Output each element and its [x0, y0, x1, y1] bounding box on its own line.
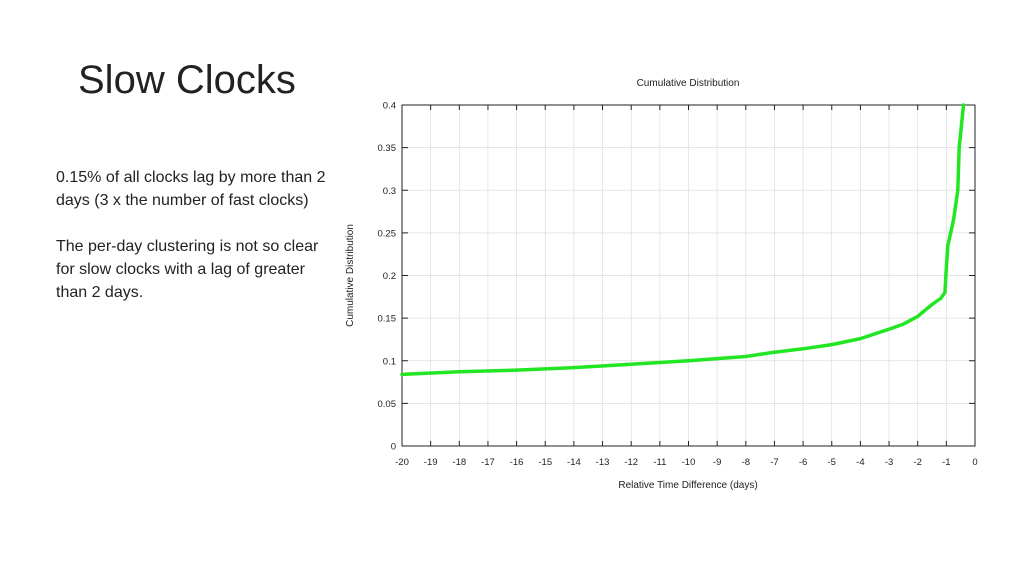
x-tick-label: -6	[799, 457, 807, 468]
x-tick-label: -10	[682, 457, 696, 468]
chart-title: Cumulative Distribution	[637, 78, 740, 89]
x-tick-label: -1	[942, 457, 950, 468]
x-tick-label: -9	[713, 457, 721, 468]
x-tick-label: -2	[913, 457, 921, 468]
x-tick-label: 0	[972, 457, 977, 468]
x-tick-label: -8	[742, 457, 750, 468]
x-tick-label: -17	[481, 457, 495, 468]
paragraph-lag: 0.15% of all clocks lag by more than 2 d…	[56, 169, 326, 209]
x-tick-label: -16	[510, 457, 524, 468]
x-tick-label: -12	[624, 457, 638, 468]
paragraph-clustering: The per-day clustering is not so clear f…	[56, 238, 319, 301]
y-tick-label: 0.4	[383, 101, 396, 112]
y-tick-label: 0	[391, 442, 396, 453]
series-line	[400, 103, 966, 377]
cumulative-distribution-chart: Cumulative Distribution -20 -19 -18 -17 -16-…	[345, 78, 978, 491]
y-axis-label: Cumulative Distribution	[345, 224, 356, 327]
y-tick-label: 0.35	[378, 143, 397, 154]
axis-ticks	[401, 104, 976, 447]
y-tick-label: 0.05	[378, 399, 397, 410]
y-tick-labels: 0 0.05 0.1 0.15 0.2 0.25 0.3 0.35 0.4	[378, 101, 397, 453]
slide-title: Slow Clocks	[78, 58, 296, 102]
x-tick-label: -3	[885, 457, 893, 468]
x-tick-label: -14	[567, 457, 581, 468]
x-tick-label: -19	[424, 457, 438, 468]
y-tick-label: 0.2	[383, 271, 396, 282]
x-tick-label: -20	[395, 457, 409, 468]
x-tick-labels: -20 -19 -18 -17 -16 -15 -14 -13 -12 -11 -10 -9 -8 -7-…	[395, 457, 978, 468]
x-tick-label: -7	[770, 457, 778, 468]
x-tick-label: -15	[538, 457, 552, 468]
y-tick-label: 0.3	[383, 186, 396, 197]
x-tick-label: -13	[596, 457, 610, 468]
x-axis-label: Relative Time Difference (days)	[618, 480, 757, 491]
x-tick-label: -4	[856, 457, 864, 468]
x-tick-label: -5	[828, 457, 836, 468]
y-tick-label: 0.15	[378, 314, 397, 325]
grid-lines	[401, 104, 976, 447]
y-tick-label: 0.25	[378, 228, 397, 239]
x-tick-label: -18	[452, 457, 466, 468]
y-tick-label: 0.1	[383, 356, 396, 367]
chart-container: Cumulative Distribution -20 -19 -18 -17 -16-…	[340, 70, 990, 500]
slide-body: 0.15% of all clocks lag by more than 2 d…	[56, 166, 336, 327]
x-tick-label: -11	[653, 457, 666, 468]
